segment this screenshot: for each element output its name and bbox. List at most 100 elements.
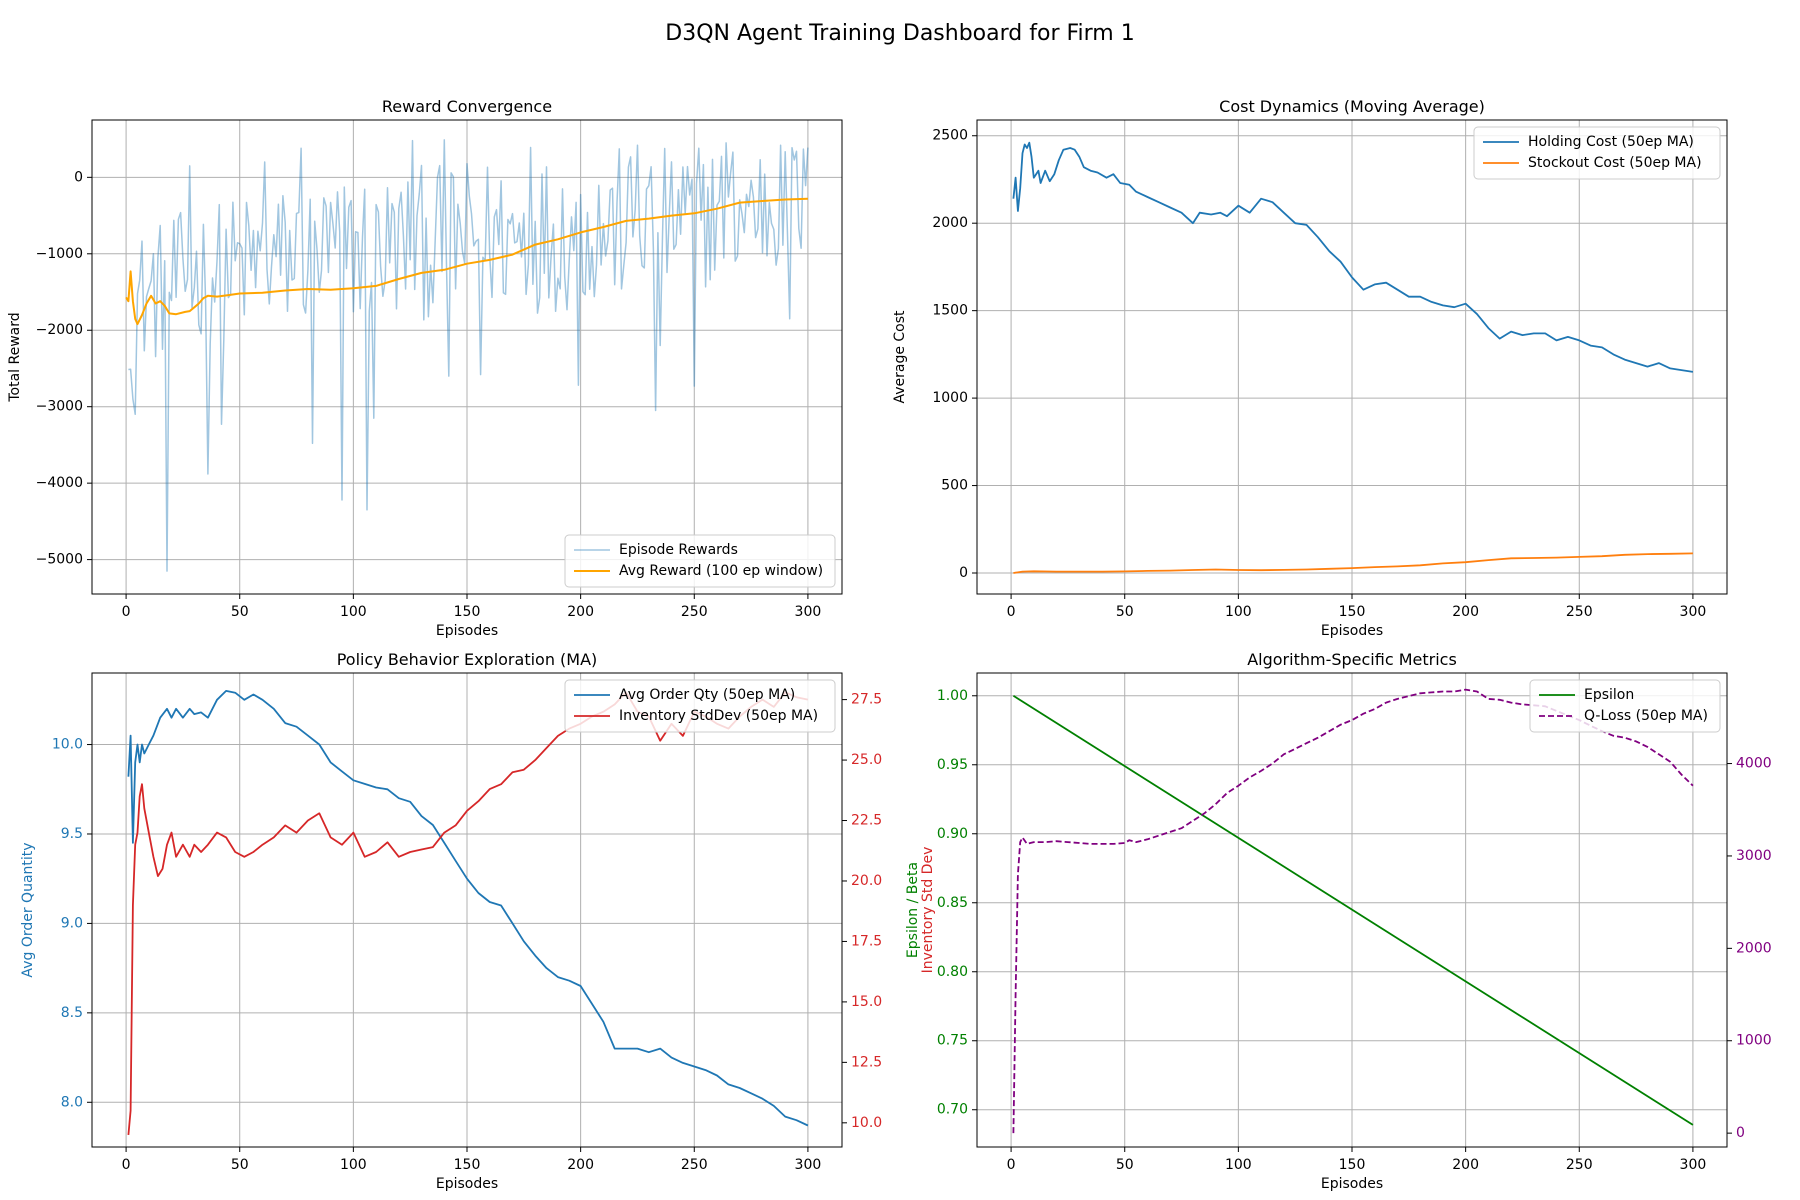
y-right-tick-label: 4000 xyxy=(1736,756,1772,772)
series-group xyxy=(1012,141,1694,574)
x-axis-ticks: 0 50 100 150 200 250 300 xyxy=(1007,594,1707,620)
y-right-tick-label: 15.0 xyxy=(851,994,882,1010)
y-tick-label: 9.5 xyxy=(61,826,83,842)
chart-panel-4: 0 50 100 150 200 250 3000.700.750.800.850.900.… xyxy=(905,650,1772,1192)
chart-title: Policy Behavior Exploration (MA) xyxy=(337,650,598,669)
y-tick-label: −5000 xyxy=(36,552,83,568)
y-tick-label: 2500 xyxy=(932,128,968,144)
series-line-1 xyxy=(1012,141,1694,373)
y-tick-label: 1.00 xyxy=(937,688,968,704)
legend: Avg Order Qty (50ep MA) Inventory StdDev … xyxy=(564,679,836,733)
y-tick-label: 8.5 xyxy=(61,1005,83,1021)
legend-box xyxy=(1473,126,1721,180)
y-axis-ticks: −5000 −4000 −3000 −2000 −1000 0 xyxy=(36,169,92,568)
y-tick-label: 1500 xyxy=(932,303,968,319)
legend-entry-label: Episode Rewards xyxy=(619,542,738,558)
y-tick-label: −1000 xyxy=(36,246,83,262)
x-tick-label: 100 xyxy=(1225,604,1252,620)
y-right-tick-label: 25.0 xyxy=(851,752,882,768)
y-right-tick-label: 10.0 xyxy=(851,1115,882,1131)
y-tick-label: 8.0 xyxy=(61,1094,83,1110)
x-tick-label: 250 xyxy=(681,1157,708,1173)
y-axis-label: Average Cost xyxy=(892,310,908,404)
x-axis-label: Episodes xyxy=(1321,1176,1383,1192)
y-tick-label: 0.85 xyxy=(937,895,968,911)
y-tick-label: 0 xyxy=(74,169,83,185)
series-group xyxy=(125,139,809,572)
series-line-1 xyxy=(128,139,809,572)
y-right-tick-label: 1000 xyxy=(1736,1033,1772,1049)
x-tick-label: 250 xyxy=(681,604,708,620)
legend-box xyxy=(1529,679,1721,733)
series-line-2 xyxy=(1013,552,1693,574)
series-line-2 xyxy=(125,197,808,326)
legend-entry-label: Q-Loss (50ep MA) xyxy=(1584,708,1708,724)
y-tick-label: 10.0 xyxy=(52,737,83,753)
y-tick-label: 1000 xyxy=(932,390,968,406)
y-tick-label: −2000 xyxy=(36,322,83,338)
x-axis-ticks: 0 50 100 150 200 250 300 xyxy=(122,594,821,620)
legend-entry-label: Avg Order Qty (50ep MA) xyxy=(619,687,795,703)
y-axis-label: Total Reward xyxy=(7,312,23,402)
y-right-tick-label: 27.5 xyxy=(851,692,882,708)
grid-lines xyxy=(92,120,842,594)
chart-title: Cost Dynamics (Moving Average) xyxy=(1219,97,1485,116)
x-axis-label: Episodes xyxy=(436,1176,498,1192)
y-right-tick-label: 3000 xyxy=(1736,848,1772,864)
x-tick-label: 250 xyxy=(1566,1157,1593,1173)
x-axis-ticks: 0 50 100 150 200 250 300 xyxy=(122,1147,821,1173)
legend: Epsilon Q-Loss (50ep MA) xyxy=(1529,679,1721,733)
x-tick-label: 150 xyxy=(1339,604,1366,620)
legend-box xyxy=(564,679,836,733)
x-tick-label: 50 xyxy=(231,1157,249,1173)
y-axis-ticks: 0 500 1000 1500 2000 2500 xyxy=(932,128,977,581)
x-tick-label: 150 xyxy=(454,604,481,620)
x-tick-label: 0 xyxy=(122,1157,131,1173)
y-tick-label: 2000 xyxy=(932,215,968,231)
dashboard-title: D3QN Agent Training Dashboard for Firm 1 xyxy=(665,21,1134,46)
y-tick-label: 0.95 xyxy=(937,757,968,773)
x-tick-label: 150 xyxy=(1339,1157,1366,1173)
x-tick-label: 300 xyxy=(1680,1157,1707,1173)
x-tick-label: 200 xyxy=(567,1157,594,1173)
x-tick-label: 50 xyxy=(1116,1157,1134,1173)
x-tick-label: 250 xyxy=(1566,604,1593,620)
y-right-tick-label: 22.5 xyxy=(851,813,882,829)
y-right-axis-ticks: 10.0 12.5 15.0 17.5 20.0 22.5 25.0 27.5 xyxy=(842,692,882,1131)
x-axis-label: Episodes xyxy=(1321,623,1383,639)
x-tick-label: 300 xyxy=(1680,604,1707,620)
y-tick-label: 0.80 xyxy=(937,964,968,980)
x-axis-label: Episodes xyxy=(436,623,498,639)
legend-entry-label: Holding Cost (50ep MA) xyxy=(1528,134,1694,150)
y-tick-label: 0.90 xyxy=(937,826,968,842)
chart-panel-1: 0 50 100 150 200 250 300 −5000 −4000 −3000 −2000 −1… xyxy=(7,97,843,639)
x-tick-label: 0 xyxy=(122,604,131,620)
chart-title: Algorithm-Specific Metrics xyxy=(1247,650,1457,669)
chart-title: Reward Convergence xyxy=(382,97,552,116)
y-right-tick-label: 2000 xyxy=(1736,940,1772,956)
x-tick-label: 200 xyxy=(1452,604,1479,620)
legend-entry-label: Epsilon xyxy=(1584,687,1634,703)
series-line-1 xyxy=(127,690,809,1127)
y-axis-label: Epsilon / Beta xyxy=(905,862,921,958)
series-line-1 xyxy=(1012,695,1694,1126)
y-right-tick-label: 12.5 xyxy=(851,1054,882,1070)
grid-lines xyxy=(977,673,1727,1147)
y-tick-label: 500 xyxy=(941,478,968,494)
y-axis-ticks: 8.0 8.5 9.0 9.5 10.0 xyxy=(52,737,92,1110)
y-right-axis-ticks: 0 1000 2000 3000 4000 xyxy=(1727,756,1772,1141)
y-tick-label: −4000 xyxy=(36,475,83,491)
x-tick-label: 150 xyxy=(454,1157,481,1173)
x-axis-ticks: 0 50 100 150 200 250 300 xyxy=(1007,1147,1707,1173)
x-tick-label: 200 xyxy=(1452,1157,1479,1173)
x-tick-label: 200 xyxy=(567,604,594,620)
chart-panel-3: 0 50 100 150 200 250 300 8.0 8.5 9.0 9.5 10.0 10.0 12… xyxy=(20,650,936,1192)
x-tick-label: 100 xyxy=(1225,1157,1252,1173)
legend-entry-label: Inventory StdDev (50ep MA) xyxy=(619,708,818,724)
legend-entry-label: Stockout Cost (50ep MA) xyxy=(1528,155,1702,171)
grid-lines xyxy=(92,673,842,1147)
x-tick-label: 100 xyxy=(340,604,367,620)
x-tick-label: 0 xyxy=(1007,1157,1016,1173)
chart-panel-2: 0 50 100 150 200 250 300 0 500 1000 1500 2000 2500 Co… xyxy=(892,97,1728,639)
